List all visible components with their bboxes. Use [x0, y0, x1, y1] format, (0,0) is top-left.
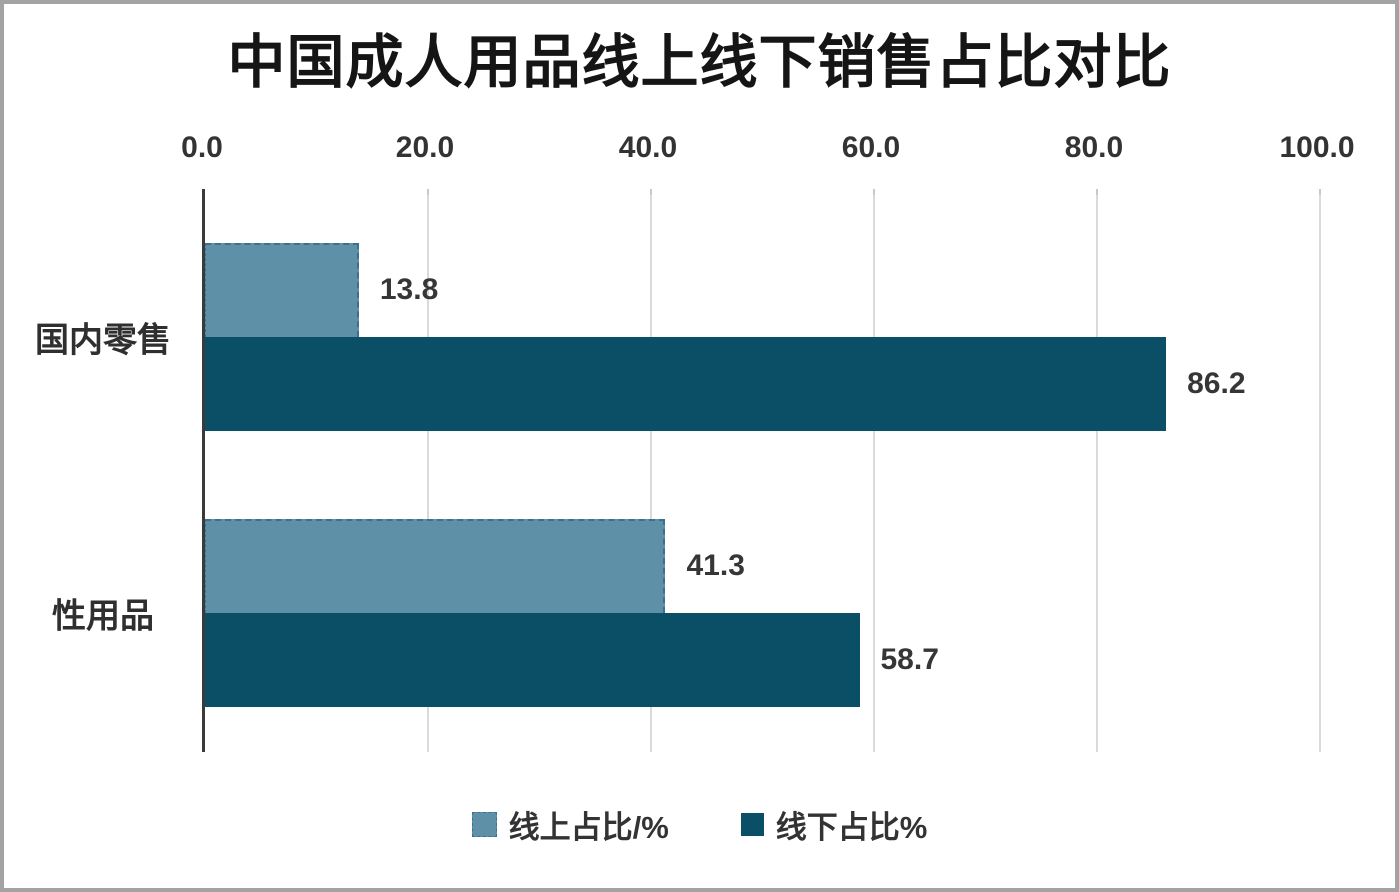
bar-domestic-retail-offline	[205, 337, 1167, 431]
legend-swatch-offline-icon	[740, 813, 764, 836]
x-tick-label-100: 100.0	[1279, 131, 1355, 164]
bar-domestic-retail-online	[205, 243, 359, 337]
x-tick-mark-100	[1319, 189, 1321, 195]
chart-title: 中国成人用品线上线下销售占比对比	[227, 30, 1172, 95]
legend-label-offline: 线下占比%	[775, 810, 928, 845]
legend-item-online: 线上占比/%	[471, 802, 669, 847]
value-label-domestic-retail-offline: 86.2	[1187, 367, 1246, 400]
x-tick-label-40: 40.0	[618, 131, 678, 164]
x-tick-label-60: 60.0	[841, 131, 901, 164]
value-label-sex-products-online: 41.3	[686, 549, 745, 582]
bar-sex-products-online	[205, 519, 666, 613]
gridline-60	[873, 195, 875, 752]
legend: 线上占比/% 线下占比%	[4, 802, 1395, 847]
x-tick-label-80: 80.0	[1064, 131, 1124, 164]
bar-sex-products-offline	[205, 613, 860, 707]
x-tick-mark-20	[427, 189, 429, 195]
y-axis-category-labels: 国内零售 性用品	[4, 195, 202, 752]
legend-swatch-online-icon	[471, 812, 497, 837]
gridline-40	[650, 195, 652, 752]
legend-label-online: 线上占比/%	[508, 810, 669, 845]
x-tick-label-20: 20.0	[395, 131, 455, 164]
plot-area: 13.8 86.2 41.3 58.7	[202, 189, 1321, 752]
x-tick-mark-80	[1096, 189, 1098, 195]
gridline-20	[427, 195, 429, 752]
x-tick-mark-60	[873, 189, 875, 195]
y-category-label-sex-products: 性用品	[52, 597, 154, 636]
x-axis-tick-labels: 0.0 20.0 40.0 60.0 80.0 100.0	[181, 125, 1354, 170]
y-axis-line-tick	[202, 189, 205, 195]
value-label-sex-products-offline: 58.7	[880, 643, 939, 676]
gridline-80	[1096, 195, 1098, 752]
gridline-100	[1319, 195, 1321, 752]
legend-item-offline: 线下占比%	[740, 802, 928, 847]
value-label-domestic-retail-online: 13.8	[379, 273, 439, 306]
x-tick-mark-40	[650, 189, 652, 195]
y-category-label-domestic-retail: 国内零售	[35, 321, 171, 360]
x-tick-label-0: 0.0	[181, 131, 223, 164]
